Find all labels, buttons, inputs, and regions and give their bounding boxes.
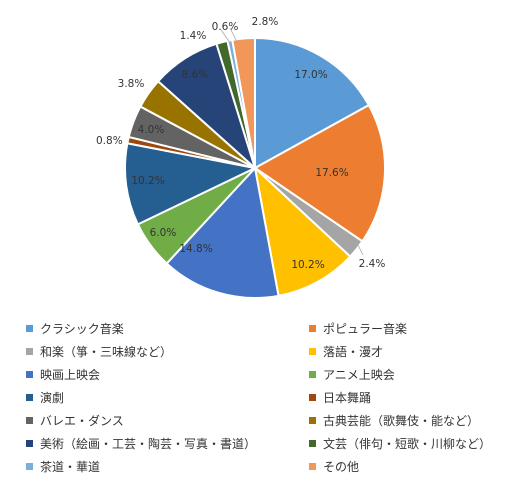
slice-data-label: 10.2%	[131, 175, 164, 187]
legend-item: 古典芸能（歌舞伎・能など）	[309, 412, 509, 429]
legend-label: アニメ上映会	[323, 368, 395, 382]
slice-data-label: 3.8%	[118, 78, 145, 90]
pie-chart: 17.0% 17.6% 2.4% 10.2% 14.8% 6.0% 10.2% 0.8% 4.0…	[96, 16, 386, 299]
legend-swatch	[309, 440, 316, 447]
legend-swatch	[26, 463, 33, 470]
pie-slice	[253, 165, 352, 298]
pie-slice	[254, 36, 371, 170]
legend-swatch	[309, 371, 316, 378]
legend-item: ポピュラー音楽	[309, 320, 509, 337]
legend-swatch	[26, 394, 33, 401]
legend-item: 映画上映会	[26, 366, 309, 383]
legend-swatch	[309, 348, 316, 355]
label-leader-line	[220, 29, 232, 45]
slice-data-label: 2.4%	[359, 258, 386, 270]
legend-swatch	[309, 417, 316, 424]
legend-label: 古典芸能（歌舞伎・能など）	[323, 414, 480, 428]
slice-data-label: 14.8%	[179, 243, 212, 255]
pie-chart-svg: 17.0% 17.6% 2.4% 10.2% 14.8%6.0% 10.2% 0.8% 4.0…	[96, 16, 386, 299]
legend-label: バレエ・ダンス	[40, 414, 124, 428]
legend-label: 文芸（俳句・短歌・川柳など）	[323, 437, 492, 451]
slice-data-label: 2.8%	[252, 16, 279, 28]
legend-item: その他	[309, 458, 509, 475]
legend-label: ポピュラー音楽	[323, 322, 408, 336]
legend-item: バレエ・ダンス	[26, 412, 309, 429]
slice-data-label: 0.8%	[96, 135, 123, 147]
legend-swatch	[309, 394, 316, 401]
legend-swatch	[26, 371, 33, 378]
pie-slice	[231, 36, 256, 169]
legend-label: 日本舞踊	[323, 391, 372, 405]
legend-swatch	[26, 348, 33, 355]
legend-item: 演劇	[26, 389, 309, 406]
legend-item: 日本舞踊	[309, 389, 509, 406]
label-leader-line	[229, 27, 239, 45]
legend-label: 落語・漫才	[323, 345, 384, 359]
pie-slice	[165, 165, 280, 299]
slice-data-label: 4.0%	[138, 124, 165, 136]
legend-swatch	[309, 325, 316, 332]
legend-label: 映画上映会	[40, 368, 101, 382]
legend-item: 美術（絵画・工芸・陶芸・写真・書道）	[26, 435, 309, 452]
legend-label: 演劇	[40, 391, 65, 405]
pie-slice	[253, 103, 386, 243]
pie-slice	[124, 142, 259, 226]
legend-item: 落語・漫才	[309, 343, 509, 360]
legend-swatch	[309, 463, 316, 470]
legend-swatch	[26, 440, 33, 447]
label-leader-line	[356, 242, 364, 256]
legend-label: その他	[323, 460, 360, 474]
legend: クラシック音楽 ポピュラー音楽和楽（箏・三味線など） 落語・漫才映画上映会 アニメ上映…	[26, 320, 516, 475]
legend-label: 美術（絵画・工芸・陶芸・写真・書道）	[40, 437, 257, 451]
legend-item: 茶道・華道	[26, 458, 309, 475]
slice-data-label: 17.6%	[315, 167, 348, 179]
slice-data-label: 6.0%	[150, 227, 177, 239]
slice-data-label: 17.0%	[294, 69, 327, 81]
slice-data-label: 8.6%	[182, 69, 209, 81]
legend-item: アニメ上映会	[309, 366, 509, 383]
legend-item: クラシック音楽	[26, 320, 309, 337]
legend-label: クラシック音楽	[40, 322, 124, 336]
slice-data-label: 0.6%	[212, 21, 239, 33]
legend-label: 茶道・華道	[40, 460, 101, 474]
slice-data-label: 10.2%	[291, 259, 324, 271]
slice-data-label: 1.4%	[180, 30, 207, 42]
legend-swatch	[26, 417, 33, 424]
legend-swatch	[26, 325, 33, 332]
legend-item: 和楽（箏・三味線など）	[26, 343, 309, 360]
legend-label: 和楽（箏・三味線など）	[40, 345, 173, 359]
legend-item: 文芸（俳句・短歌・川柳など）	[309, 435, 509, 452]
